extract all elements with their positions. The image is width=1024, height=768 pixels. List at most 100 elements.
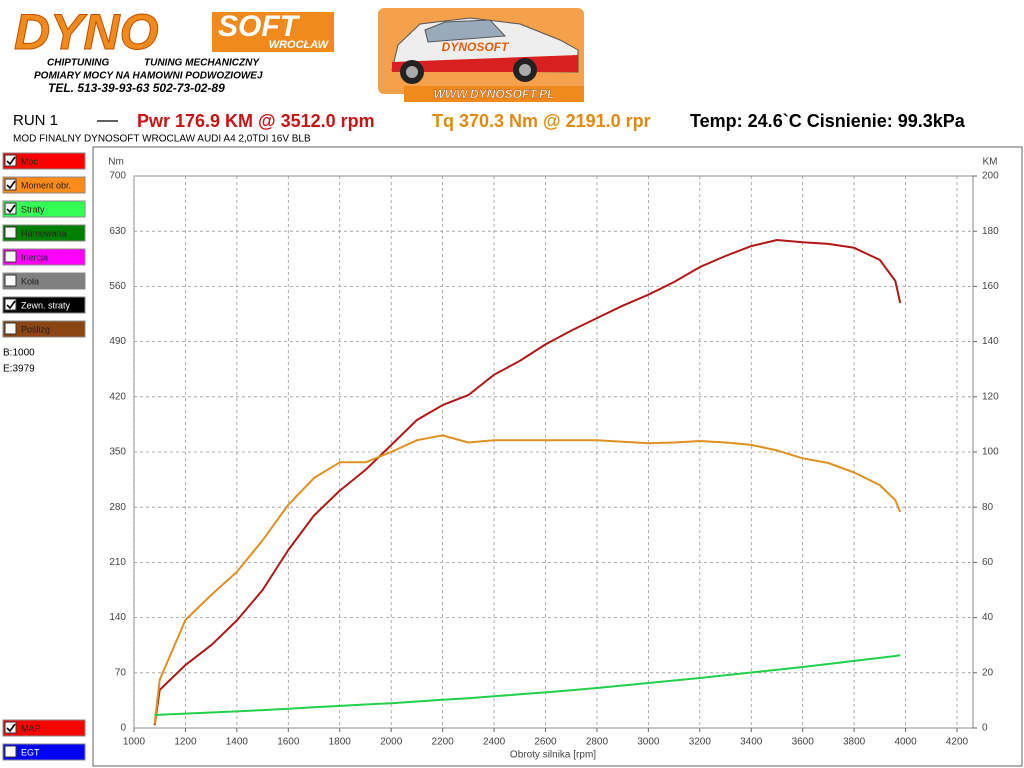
option-item-label: Zewn. straty (21, 300, 71, 310)
x-tick-label: 3000 (637, 737, 660, 748)
run-conditions: Temp: 24.6`C Cisnienie: 99.3kPa (690, 111, 966, 131)
y2-tick-label: 180 (982, 226, 999, 237)
logo-main: DYNO (14, 4, 159, 60)
header-line: POMIARY MOCY NA HAMOWNI PODWOZIOWEJ (34, 71, 263, 82)
y2-tick-label: 40 (982, 612, 994, 623)
header-line: TUNING MECHANICZNY (144, 58, 260, 69)
y2-tick-label: 160 (982, 281, 999, 292)
run-power: Pwr 176.9 KM @ 3512.0 rpm (137, 111, 375, 131)
x-tick-label: 2600 (534, 737, 557, 748)
option-item-checkbox[interactable] (4, 274, 17, 287)
x-tick-label: 3200 (689, 737, 712, 748)
x-tick-label: 1800 (329, 737, 352, 748)
option-item-label: Koła (21, 276, 39, 286)
sensor-item-label: EGT (21, 747, 40, 757)
x-axis-label: Obroty silnika [rpm] (510, 750, 596, 761)
legend-item-checkbox[interactable] (4, 178, 17, 191)
y-tick-label: 280 (109, 502, 126, 513)
option-item-swatch (2, 320, 86, 338)
car-label: DYNOSOFT (442, 40, 510, 54)
legend-item-checkbox[interactable] (4, 202, 17, 215)
x-tick-label: 1000 (123, 737, 146, 748)
option-item-label: Poślizg (21, 324, 50, 334)
header-phone: TEL. 513-39-93-63 502-73-02-89 (48, 81, 225, 95)
car-image: DYNOSOFT (378, 8, 584, 94)
y-tick-label: 700 (109, 171, 126, 182)
legend-item-label: Moment obr. (21, 180, 71, 190)
y-tick-label: 0 (120, 723, 126, 734)
legend-item-checkmark (6, 180, 16, 190)
y-tick-label: 350 (109, 447, 126, 458)
x-tick-label: 1600 (277, 737, 300, 748)
run-name: RUN 1 (13, 112, 58, 129)
header-line: CHIPTUNING (47, 58, 109, 69)
y-tick-label: 560 (109, 281, 126, 292)
sensor-item-label: MAP (21, 723, 41, 733)
x-tick-label: 4000 (894, 737, 917, 748)
website: WWW.DYNOSOFT.PL (434, 87, 555, 101)
x-tick-label: 2400 (483, 737, 506, 748)
y2-tick-label: 140 (982, 336, 999, 347)
x-tick-label: 4200 (946, 737, 969, 748)
legend-item-swatch (2, 200, 86, 218)
y2-tick-label: 120 (982, 391, 999, 402)
legend-item-label: Moc (21, 156, 39, 166)
sensor-item-checkbox[interactable] (4, 721, 17, 734)
x-tick-label: 2800 (586, 737, 609, 748)
option-item-label: Inercja (21, 252, 48, 262)
sensor-item-checkmark (6, 723, 16, 733)
logo-box (212, 12, 334, 52)
option-item-checkbox[interactable] (4, 322, 17, 335)
x-tick-label: 3600 (792, 737, 815, 748)
website-box (404, 86, 584, 102)
sensor-item-swatch (2, 719, 86, 737)
series-line (153, 434, 902, 725)
option-item-checkbox[interactable] (4, 226, 17, 239)
range-begin: B:1000 (3, 348, 35, 359)
y-tick-label: 490 (109, 336, 126, 347)
y2-tick-label: 60 (982, 557, 994, 568)
x-tick-label: 3400 (740, 737, 763, 748)
run-torque: Tq 370.3 Nm @ 2191.0 rpr (432, 111, 651, 131)
option-item-swatch (2, 224, 86, 242)
legend-item-checkmark (6, 204, 16, 214)
chart-frame (92, 146, 1023, 767)
option-item-checkmark (6, 300, 16, 310)
option-item-checkbox[interactable] (4, 250, 17, 263)
y2-tick-label: 20 (982, 667, 994, 678)
series-line (153, 239, 902, 726)
range-end: E:3979 (3, 364, 35, 375)
legend-item-swatch (2, 152, 86, 170)
sensor-item-swatch (2, 743, 86, 761)
y2-tick-label: 100 (982, 447, 999, 458)
y-axis-label: Nm (108, 157, 124, 168)
logo-city: WROCŁAW (269, 39, 330, 51)
y-tick-label: 70 (115, 667, 127, 678)
legend-item-checkmark (6, 156, 16, 166)
logo-soft: SOFT (218, 10, 301, 43)
y-tick-label: 210 (109, 557, 126, 568)
y2-tick-label: 0 (982, 723, 988, 734)
option-item-swatch (2, 296, 86, 314)
x-tick-label: 3800 (843, 737, 866, 748)
x-tick-label: 1200 (174, 737, 197, 748)
x-tick-label: 2200 (432, 737, 455, 748)
legend-item-checkbox[interactable] (4, 154, 17, 167)
y-tick-label: 420 (109, 391, 126, 402)
series-line (154, 654, 901, 716)
option-item-checkbox[interactable] (4, 298, 17, 311)
y-tick-label: 630 (109, 226, 126, 237)
sensor-item-checkbox[interactable] (4, 745, 17, 758)
y2-axis-label: KM (983, 157, 998, 168)
legend-item-swatch (2, 176, 86, 194)
x-tick-label: 1400 (226, 737, 249, 748)
y2-tick-label: 80 (982, 502, 994, 513)
run-description: MOD FINALNY DYNOSOFT WROCLAW AUDI A4 2,0… (13, 134, 311, 145)
legend-item-label: Straty (21, 204, 45, 214)
option-item-label: Hamowana (21, 228, 67, 238)
x-tick-label: 2000 (380, 737, 403, 748)
option-item-swatch (2, 248, 86, 266)
y2-tick-label: 200 (982, 171, 999, 182)
y-tick-label: 140 (109, 612, 126, 623)
